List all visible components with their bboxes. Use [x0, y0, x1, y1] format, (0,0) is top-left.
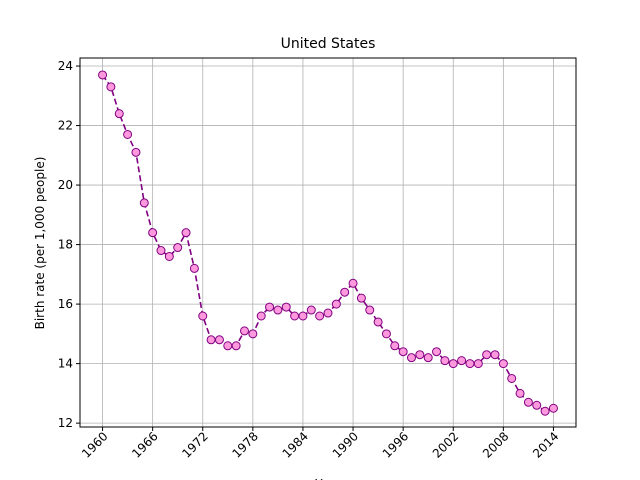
- x-tick-label: 1972: [179, 429, 210, 460]
- marker: [248, 329, 258, 339]
- marker: [390, 341, 400, 351]
- marker: [198, 311, 208, 321]
- marker: [440, 356, 450, 366]
- marker: [415, 350, 425, 360]
- marker: [515, 388, 525, 398]
- marker: [265, 302, 275, 312]
- marker: [256, 311, 266, 321]
- marker: [123, 129, 133, 139]
- marker: [507, 373, 517, 383]
- marker: [298, 311, 308, 321]
- x-tick-label: 2008: [480, 429, 511, 460]
- y-tick-label: 12: [58, 416, 73, 430]
- marker: [306, 305, 316, 315]
- marker: [490, 350, 500, 360]
- marker: [114, 109, 124, 119]
- marker: [473, 359, 483, 369]
- marker: [281, 302, 291, 312]
- x-tick-label: 2002: [430, 429, 461, 460]
- marker: [340, 287, 350, 297]
- marker: [448, 359, 458, 369]
- marker: [214, 335, 224, 345]
- marker: [540, 406, 550, 416]
- marker: [331, 299, 341, 309]
- marker: [365, 305, 375, 315]
- marker: [348, 278, 358, 288]
- chart-title: United States: [281, 36, 376, 52]
- marker: [432, 347, 442, 357]
- marker: [356, 293, 366, 303]
- marker: [148, 228, 158, 238]
- marker: [498, 359, 508, 369]
- y-tick-label: 18: [58, 238, 73, 252]
- marker: [173, 243, 183, 253]
- marker: [106, 82, 116, 92]
- marker: [164, 251, 174, 261]
- marker: [465, 359, 475, 369]
- marker: [457, 356, 467, 366]
- y-tick-label: 16: [58, 297, 73, 311]
- marker: [381, 329, 391, 339]
- marker: [239, 326, 249, 336]
- y-tick-label: 24: [58, 59, 73, 73]
- marker: [206, 335, 216, 345]
- marker: [156, 246, 166, 256]
- marker: [532, 400, 542, 410]
- marker: [548, 403, 558, 413]
- marker: [482, 350, 492, 360]
- marker: [523, 397, 533, 407]
- y-axis-label: Birth rate (per 1,000 people): [33, 157, 47, 330]
- x-tick-label: 1990: [330, 429, 361, 460]
- marker: [231, 341, 241, 351]
- marker: [189, 263, 199, 273]
- marker: [398, 347, 408, 357]
- marker: [373, 317, 383, 327]
- marker: [273, 305, 283, 315]
- x-tick-label: 1978: [229, 429, 260, 460]
- marker: [323, 308, 333, 318]
- y-tick-label: 14: [58, 357, 73, 371]
- marker: [423, 353, 433, 363]
- x-tick-label: 1984: [280, 429, 311, 460]
- y-tick-label: 22: [58, 119, 73, 133]
- marker: [290, 311, 300, 321]
- marker: [315, 311, 325, 321]
- x-tick-label: 2014: [530, 429, 561, 460]
- x-tick-label: 1960: [79, 429, 110, 460]
- marker: [131, 147, 141, 157]
- marker: [98, 70, 108, 80]
- x-tick-label: 1996: [380, 429, 411, 460]
- marker: [223, 341, 233, 351]
- x-tick-label: 1966: [129, 429, 160, 460]
- plot-frame: [79, 57, 577, 428]
- x-axis-label: Year: [314, 477, 340, 480]
- y-tick-label: 20: [58, 178, 73, 192]
- marker: [139, 198, 149, 208]
- marker: [181, 228, 191, 238]
- marker: [407, 353, 417, 363]
